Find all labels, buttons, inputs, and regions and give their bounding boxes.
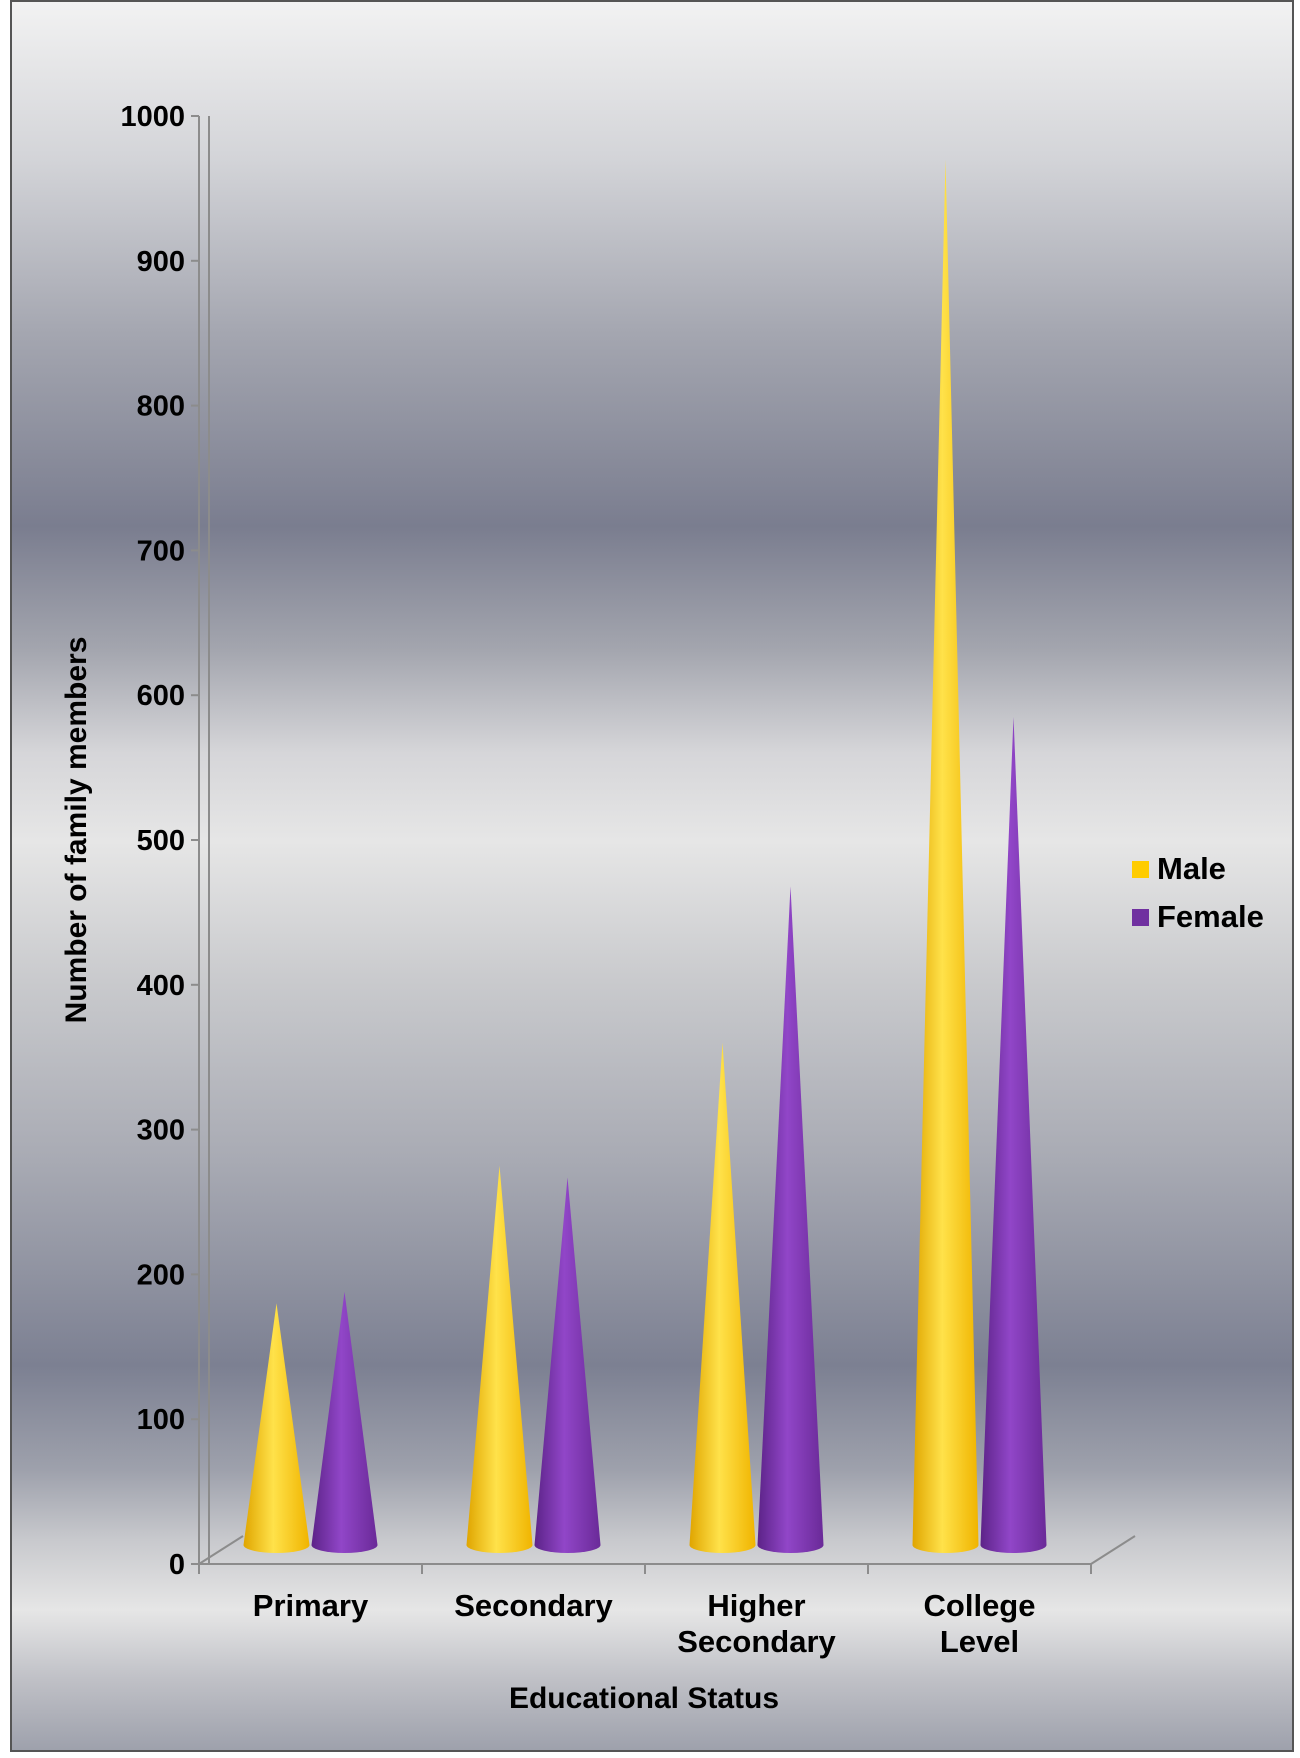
cone-female-2	[757, 886, 824, 1553]
floor-right-edge	[1090, 1535, 1136, 1565]
x-category-label: Secondary	[454, 1588, 613, 1623]
axis-labels: 0 100 200 300 400 500 600 700 800 900 1000 Primary S…	[120, 101, 1035, 1659]
x-category-label-line: Secondary	[677, 1624, 836, 1659]
x-category-label-line: Higher	[707, 1588, 805, 1623]
y-tick-label: 200	[137, 1259, 185, 1291]
legend-label: Male	[1157, 851, 1226, 886]
y-axis-title: Number of family members	[60, 637, 93, 1024]
y-tick-label: 700	[137, 535, 185, 567]
cone-female-3	[980, 716, 1047, 1553]
legend-swatch	[1132, 908, 1149, 926]
x-category-label: Higher Secondary	[677, 1588, 836, 1659]
legend-item-female: Female	[1132, 893, 1264, 941]
y-tick-label: 400	[137, 970, 185, 1002]
cone-female-0	[311, 1291, 378, 1553]
y-tick-label: 500	[137, 825, 185, 857]
legend-label: Female	[1157, 899, 1264, 934]
cone-female-1	[534, 1177, 601, 1553]
y-tick-label: 300	[137, 1115, 185, 1147]
legend-swatch	[1132, 860, 1149, 878]
chart-plot: 0 100 200 300 400 500 600 700 800 900 1000 Primary S…	[60, 101, 1136, 1715]
floor-left-edge	[198, 1535, 244, 1565]
x-category-label-line: Primary	[253, 1588, 369, 1623]
x-category-label-line: College	[924, 1588, 1036, 1623]
cone-male-3	[912, 159, 979, 1554]
x-category-label-line: Secondary	[454, 1588, 613, 1623]
x-category-label: College Level	[924, 1588, 1036, 1659]
cones	[243, 159, 1047, 1554]
y-tick-label: 600	[137, 680, 185, 712]
cone-male-2	[689, 1042, 756, 1553]
y-tick-label: 0	[169, 1549, 185, 1581]
cone-male-1	[466, 1165, 533, 1553]
y-tick-label: 900	[137, 246, 185, 278]
chart-frame: 0 100 200 300 400 500 600 700 800 900 1000 Primary S…	[10, 0, 1294, 1752]
cone-male-0	[243, 1303, 310, 1553]
y-tick-label: 1000	[120, 101, 185, 133]
legend: Male Female	[1132, 845, 1264, 941]
x-category-label-line: Level	[940, 1624, 1019, 1659]
legend-item-male: Male	[1132, 845, 1264, 893]
axes	[191, 115, 1136, 1574]
y-tick-label: 100	[137, 1404, 185, 1436]
y-tick-label: 800	[137, 391, 185, 423]
x-category-label: Primary	[253, 1588, 369, 1623]
x-axis-title: Educational Status	[509, 1682, 779, 1715]
